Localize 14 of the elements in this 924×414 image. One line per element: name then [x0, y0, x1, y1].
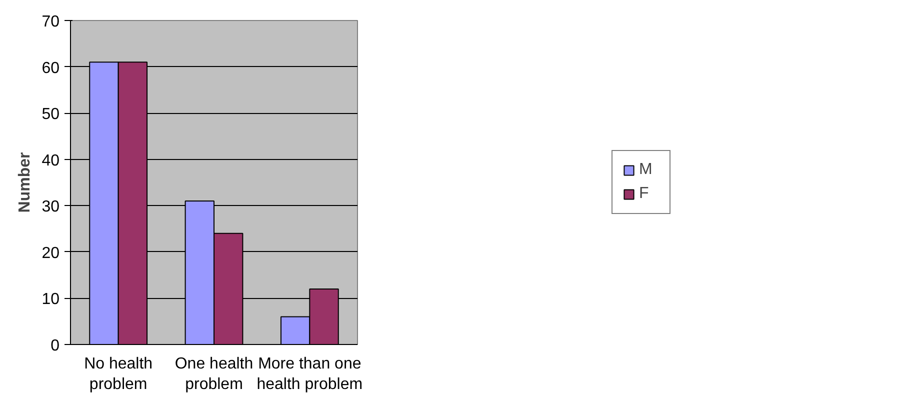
legend-label: F — [639, 185, 650, 203]
y-tick-label: 50 — [42, 106, 60, 124]
x-tick-label: One health problem — [174, 356, 254, 393]
legend-label: M — [639, 161, 654, 179]
y-tick-label: 20 — [42, 244, 60, 262]
y-axis-title: Number — [16, 152, 34, 213]
x-tick-label: No health problem — [84, 356, 153, 393]
x-tick-label: More than one health problem — [256, 356, 363, 393]
y-tick-label: 0 — [50, 338, 60, 354]
y-tick-label: 70 — [42, 14, 60, 30]
y-tick-label: 30 — [42, 198, 60, 216]
y-tick-label: 60 — [42, 60, 60, 77]
y-tick-label: 40 — [42, 152, 60, 170]
y-tick-label: 10 — [42, 291, 60, 308]
